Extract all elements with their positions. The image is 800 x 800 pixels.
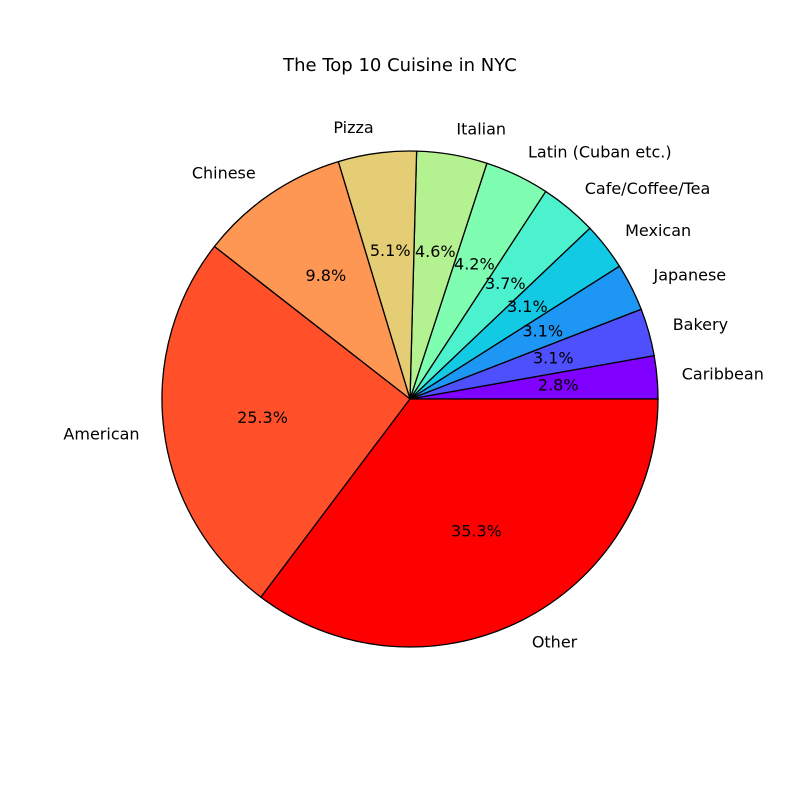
slice-label-cafe-coffee-tea: Cafe/Coffee/Tea — [585, 179, 711, 198]
pct-label-other: 35.3% — [451, 522, 502, 541]
slice-label-italian: Italian — [456, 120, 506, 139]
pie-slice-chinese — [213, 160, 412, 401]
slice-label-pizza: Pizza — [333, 118, 373, 137]
pct-label-mexican: 3.1% — [507, 297, 548, 316]
pct-label-chinese: 9.8% — [306, 266, 347, 285]
slice-label-japanese: Japanese — [653, 266, 727, 285]
slice-label-latin-cuban-etc: Latin (Cuban etc.) — [528, 143, 672, 162]
slice-label-american: American — [63, 424, 139, 443]
pct-label-american: 25.3% — [237, 408, 288, 427]
pct-label-pizza: 5.1% — [370, 241, 411, 260]
slice-label-caribbean: Caribbean — [682, 365, 764, 384]
slice-label-other: Other — [532, 633, 578, 652]
pct-label-bakery: 3.1% — [533, 348, 574, 367]
pie-slices — [161, 150, 659, 648]
slice-label-chinese: Chinese — [192, 164, 256, 183]
slice-label-mexican: Mexican — [625, 221, 691, 240]
pie-slice-other — [260, 398, 659, 648]
pie-slice-american — [161, 245, 411, 599]
pct-label-italian: 4.6% — [415, 242, 456, 261]
pct-label-japanese: 3.1% — [522, 321, 563, 340]
pie-labels: Caribbean 2.8% Bakery 3.1% Japanese 3.1% Mexic… — [63, 118, 763, 651]
chart-title: The Top 10 Cuisine in NYC — [283, 55, 517, 76]
pct-label-caribbean: 2.8% — [538, 375, 579, 394]
pct-label-cafe-coffee-tea: 3.7% — [485, 274, 526, 293]
slice-label-bakery: Bakery — [673, 315, 728, 334]
pct-label-latin-cuban-etc: 4.2% — [454, 254, 495, 273]
